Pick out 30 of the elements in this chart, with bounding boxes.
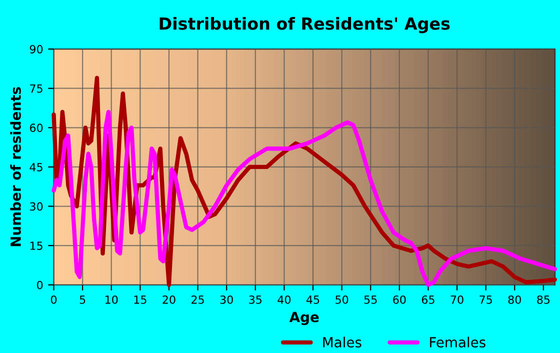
y-tick-label: 0: [37, 280, 43, 290]
x-tick-label: 20: [162, 295, 176, 304]
y-axis-title: Number of residents: [10, 87, 21, 246]
x-tick-label: 70: [450, 295, 464, 304]
x-tick-label: 65: [422, 295, 434, 304]
x-tick-label: 15: [134, 296, 146, 304]
legend-label: Males: [323, 336, 362, 348]
x-tick-label: 0: [50, 295, 57, 304]
x-tick-label: 40: [278, 295, 291, 304]
y-tick-label: 45: [30, 163, 42, 172]
x-tick-label: 30: [220, 295, 233, 304]
y-tick-label: 15: [30, 242, 42, 250]
x-tick-label: 60: [393, 295, 406, 304]
legend-label: Females: [430, 336, 486, 348]
chart-title: Distribution of Residents' Ages: [160, 16, 450, 34]
x-tick-label: 25: [192, 295, 204, 304]
y-tick-label: 60: [30, 124, 43, 132]
y-tick-label: 90: [30, 45, 43, 54]
y-tick-label: 75: [30, 84, 42, 93]
x-tick-label: 50: [336, 295, 348, 304]
x-tick-label: 85: [537, 295, 550, 304]
x-tick-label: 5: [80, 296, 86, 304]
x-tick-label: 35: [249, 295, 262, 304]
x-tick-label: 45: [306, 296, 320, 304]
x-tick-label: 10: [106, 295, 118, 304]
x-tick-label: 80: [508, 295, 521, 304]
x-tick-label: 75: [480, 296, 492, 304]
x-tick-label: 55: [364, 296, 377, 304]
x-axis-title: Age: [289, 312, 319, 326]
y-tick-label: 30: [30, 202, 43, 211]
